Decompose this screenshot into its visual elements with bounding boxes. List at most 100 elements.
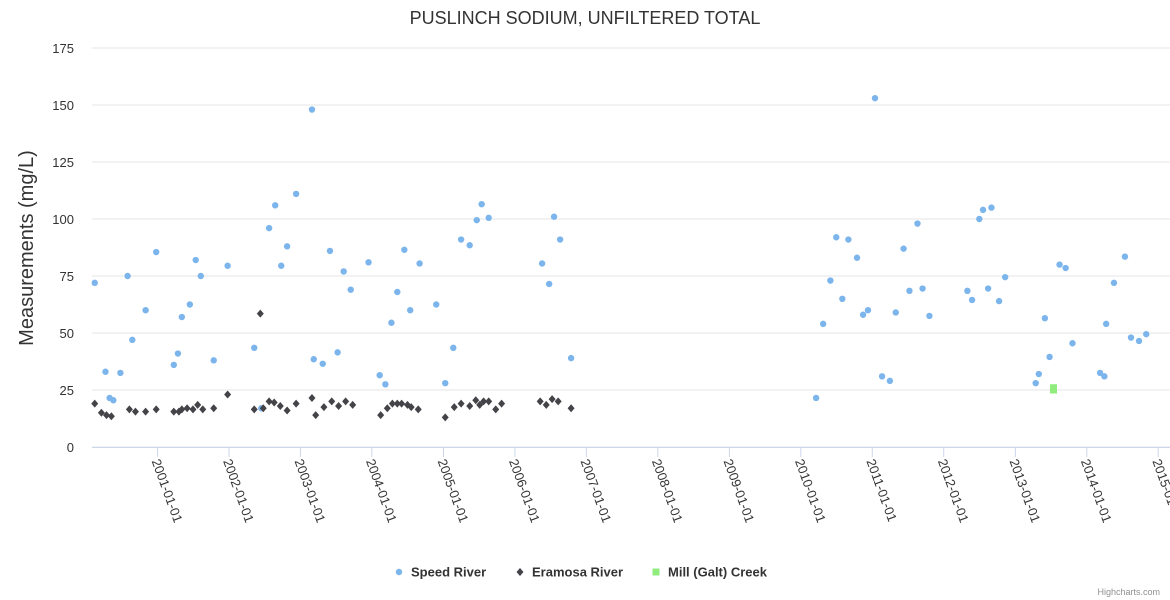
data-point[interactable] [224, 390, 232, 399]
data-point[interactable] [102, 411, 110, 420]
data-point[interactable] [102, 368, 109, 375]
data-point[interactable] [864, 307, 872, 314]
data-point[interactable] [433, 301, 440, 308]
data-point[interactable] [194, 400, 202, 409]
data-point[interactable] [478, 200, 485, 208]
data-point[interactable] [170, 361, 178, 369]
data-point[interactable] [819, 320, 827, 328]
data-point[interactable] [152, 405, 160, 414]
data-point[interactable] [224, 262, 231, 269]
data-point[interactable] [393, 399, 401, 408]
data-point[interactable] [812, 394, 820, 402]
data-point[interactable] [210, 357, 217, 364]
data-point[interactable] [964, 287, 971, 295]
data-point[interactable] [292, 190, 300, 198]
data-point[interactable] [472, 396, 480, 405]
data-point[interactable] [450, 403, 458, 412]
data-point[interactable] [1135, 337, 1143, 345]
data-point[interactable] [567, 354, 575, 362]
data-point[interactable] [886, 377, 894, 385]
data-point[interactable] [414, 405, 422, 414]
data-point[interactable] [853, 254, 861, 261]
data-point[interactable] [1062, 264, 1069, 272]
data-point[interactable] [914, 220, 921, 227]
data-point[interactable] [545, 280, 553, 288]
data-point[interactable] [1056, 261, 1063, 268]
data-point[interactable] [536, 397, 544, 406]
data-point[interactable] [320, 403, 328, 412]
data-point[interactable] [107, 412, 115, 421]
data-point[interactable] [1046, 353, 1053, 361]
data-point[interactable] [292, 399, 300, 408]
data-point[interactable] [186, 301, 194, 308]
data-point[interactable] [871, 94, 879, 102]
data-point[interactable] [906, 287, 913, 295]
data-point[interactable] [466, 242, 473, 249]
data-point[interactable] [199, 405, 207, 414]
data-point[interactable] [538, 260, 546, 267]
data-point[interactable] [839, 295, 846, 302]
data-point[interactable] [365, 259, 372, 266]
data-point[interactable] [1001, 273, 1009, 281]
data-point[interactable] [259, 404, 267, 413]
data-point[interactable] [125, 405, 133, 414]
data-point[interactable] [388, 399, 396, 408]
data-point[interactable] [174, 350, 182, 357]
data-point[interactable] [342, 397, 350, 406]
data-point[interactable] [1143, 330, 1150, 338]
data-point[interactable] [197, 272, 205, 280]
data-point[interactable] [926, 312, 933, 320]
data-point[interactable] [900, 245, 907, 252]
data-point[interactable] [473, 216, 480, 224]
data-point[interactable] [979, 206, 987, 214]
data-point[interactable] [124, 272, 131, 280]
data-point[interactable] [457, 399, 465, 408]
data-point[interactable] [567, 404, 575, 413]
data-point[interactable] [1102, 320, 1110, 328]
data-point[interactable] [441, 413, 449, 422]
legend-item[interactable]: Mill (Galt) Creek [652, 565, 768, 580]
data-point[interactable] [334, 349, 341, 356]
legend-item[interactable]: Speed River [395, 565, 486, 580]
data-point[interactable] [1101, 373, 1108, 380]
data-point[interactable] [407, 307, 414, 314]
data-point[interactable] [283, 243, 291, 250]
data-point[interactable] [270, 398, 278, 407]
data-point[interactable] [401, 246, 408, 253]
data-point[interactable] [340, 268, 347, 275]
data-point[interactable] [968, 296, 976, 304]
data-point[interactable] [110, 397, 117, 404]
data-point[interactable] [1035, 370, 1043, 378]
data-point[interactable] [450, 344, 457, 352]
data-point[interactable] [984, 285, 992, 292]
data-point[interactable] [129, 336, 136, 344]
data-point[interactable] [283, 406, 291, 415]
data-point[interactable] [492, 405, 500, 414]
data-point[interactable] [328, 397, 336, 406]
data-point[interactable] [326, 247, 334, 255]
data-point[interactable] [210, 404, 218, 413]
data-point[interactable] [347, 286, 354, 293]
data-point[interactable] [376, 371, 383, 379]
data-point[interactable] [394, 288, 401, 296]
data-point[interactable] [97, 408, 105, 417]
data-point[interactable] [117, 369, 124, 377]
data-point[interactable] [550, 213, 558, 220]
data-point[interactable] [485, 214, 492, 222]
data-point[interactable] [457, 236, 465, 243]
data-point[interactable] [192, 256, 199, 264]
data-point[interactable] [833, 234, 840, 241]
data-point[interactable] [442, 379, 449, 387]
legend-item[interactable]: Eramosa River [516, 565, 624, 580]
data-point[interactable] [308, 393, 316, 402]
data-point[interactable] [878, 373, 886, 380]
data-point[interactable] [480, 397, 488, 406]
data-point[interactable] [256, 309, 264, 318]
data-point[interactable] [919, 285, 926, 292]
data-point[interactable] [407, 403, 415, 412]
data-point[interactable] [1121, 253, 1129, 260]
data-point[interactable] [189, 405, 197, 414]
data-point[interactable] [278, 262, 285, 269]
data-point[interactable] [1110, 279, 1118, 287]
data-point[interactable] [382, 381, 389, 388]
